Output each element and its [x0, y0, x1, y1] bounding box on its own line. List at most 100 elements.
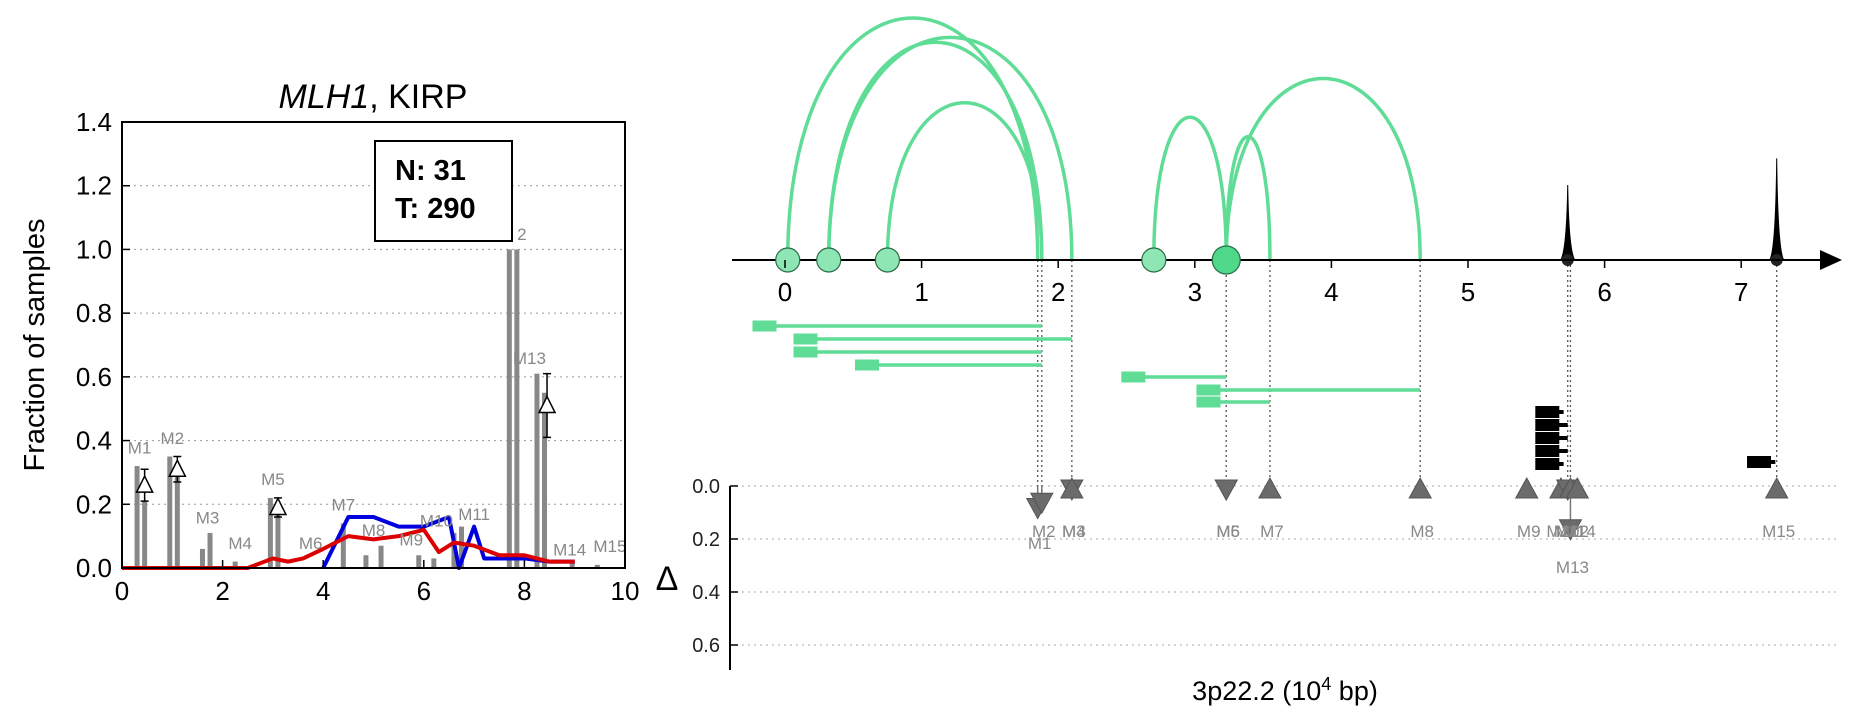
black-segment-head — [1535, 445, 1560, 457]
left-y-tick-label: 1.2 — [76, 171, 112, 201]
green-segment-head — [1196, 396, 1221, 408]
left-bar — [506, 249, 512, 568]
delta-tick-label: 0.2 — [692, 529, 720, 551]
segment-rows — [752, 320, 1776, 470]
mutation-triangle — [1514, 476, 1539, 499]
mutation-label: M1 — [1028, 534, 1052, 553]
genome-axis-ticks: 0 1 2 3 4 5 6 7 — [778, 260, 1748, 307]
mutation-label: M4 — [1062, 522, 1086, 541]
black-segment-head — [1535, 419, 1560, 431]
left-y-tick-label: 0.4 — [76, 426, 112, 456]
delta-gridlines — [730, 485, 1840, 646]
left-y-tick-label: 0.6 — [76, 362, 112, 392]
left-delta-triangle — [168, 458, 187, 477]
interaction-arc — [1224, 77, 1422, 261]
mutation-triangle — [1258, 476, 1282, 499]
delta-axis-ticks: 0.0 0.2 0.4 0.6 — [692, 476, 738, 657]
left-bar — [142, 501, 148, 568]
left-bar — [340, 523, 346, 568]
left-bar — [363, 555, 369, 568]
interaction-arc — [826, 35, 1074, 261]
genome-tick-label: 3 — [1188, 277, 1202, 307]
mutation-triangle — [1565, 476, 1590, 499]
left-bar-label: M15 — [593, 537, 626, 556]
left-y-tick-label: 0.0 — [76, 553, 112, 583]
left-bar-label: M3 — [196, 508, 220, 527]
mutation-triangle — [1558, 519, 1583, 541]
left-bar-label: M7 — [332, 496, 356, 515]
mutation-label: M2 — [1032, 522, 1056, 541]
green-segment-head — [854, 359, 879, 371]
mutation-label: M11 — [1554, 522, 1586, 541]
left-bar — [378, 545, 384, 568]
mutation-guide-lines — [1037, 260, 1778, 500]
left-bar — [174, 469, 180, 568]
left-x-tick-label: 0 — [115, 576, 129, 606]
genome-x-axis-label-tail: bp) — [1331, 676, 1378, 706]
delta-tick-label: 0.4 — [692, 582, 720, 604]
left-bar — [167, 456, 173, 568]
black-peak — [1559, 184, 1576, 261]
mutation-markers — [1025, 476, 1789, 541]
left-bar — [134, 466, 140, 568]
left-delta-triangle — [135, 474, 154, 493]
left-bar — [431, 558, 437, 568]
left-bar — [267, 497, 273, 568]
info-box-n: N: 31 — [395, 155, 466, 187]
mutation-label: M10 — [1546, 522, 1579, 541]
mutation-label: M8 — [1410, 522, 1434, 541]
left-y-tick-label: 0.8 — [76, 298, 112, 328]
interaction-arc — [885, 101, 1044, 261]
left-series-line — [122, 527, 575, 570]
mutation-label: M3 — [1062, 522, 1086, 541]
genome-x-axis-label: 3p22.2 (104 bp) — [1192, 674, 1378, 706]
black-peak — [1768, 158, 1785, 261]
left-bar — [207, 532, 213, 568]
left-y-tick-label: 1.4 — [76, 107, 112, 137]
info-box: N: 31 T: 290 — [374, 140, 513, 242]
left-x-tick-label: 4 — [316, 576, 330, 606]
mutation-label: M9 — [1517, 522, 1541, 541]
interaction-arcs — [785, 16, 1422, 261]
left-x-tick-label: 2 — [215, 576, 229, 606]
mutation-label: M15 — [1762, 522, 1795, 541]
left-bar — [275, 513, 281, 568]
black-segment-head — [1535, 432, 1560, 444]
left-bar — [459, 526, 465, 568]
black-peaks — [1559, 158, 1785, 266]
left-bars — [134, 249, 600, 568]
left-bar-label: M14 — [553, 540, 586, 559]
left-bar-label: M13 — [513, 349, 546, 368]
mutation-label: M6 — [1216, 522, 1240, 541]
genome-tick-label: 6 — [1597, 277, 1611, 307]
genome-x-axis-label-sup: 4 — [1321, 674, 1331, 694]
left-bar — [569, 561, 575, 568]
genome-x-axis-label-main: 3p22.2 (10 — [1192, 676, 1321, 706]
left-plot-frame — [121, 121, 626, 569]
left-y-axis-label: Fraction of samples — [19, 218, 51, 471]
interaction-arc — [785, 16, 1040, 261]
left-bar-label: M10 — [420, 512, 453, 531]
genome-tick-label: 0 — [778, 277, 792, 307]
left-bar-label: M8 — [362, 521, 386, 540]
genome-tick-label: 2 — [1051, 277, 1065, 307]
interaction-arc — [826, 40, 1044, 261]
left-y-tick-label: 1.0 — [76, 234, 112, 264]
green-segment-head — [1196, 384, 1221, 396]
arc-node — [1141, 247, 1167, 273]
mutation-triangle — [1060, 476, 1084, 499]
genome-tick-label: 4 — [1324, 277, 1338, 307]
arc-node — [1211, 245, 1241, 275]
left-delta-marker — [135, 468, 154, 502]
arc-node — [816, 247, 842, 273]
mutation-triangle — [1029, 492, 1054, 515]
left-bar — [199, 548, 205, 568]
arc-node — [874, 247, 901, 273]
delta-axis-label: Δ — [656, 560, 679, 598]
green-segment-head — [793, 333, 818, 345]
interaction-arc — [1152, 115, 1228, 261]
left-axis-ticks: 0.0 0.2 0.4 0.6 0.8 1.0 1.2 1.4 0 2 4 6 8 10 — [76, 107, 640, 606]
